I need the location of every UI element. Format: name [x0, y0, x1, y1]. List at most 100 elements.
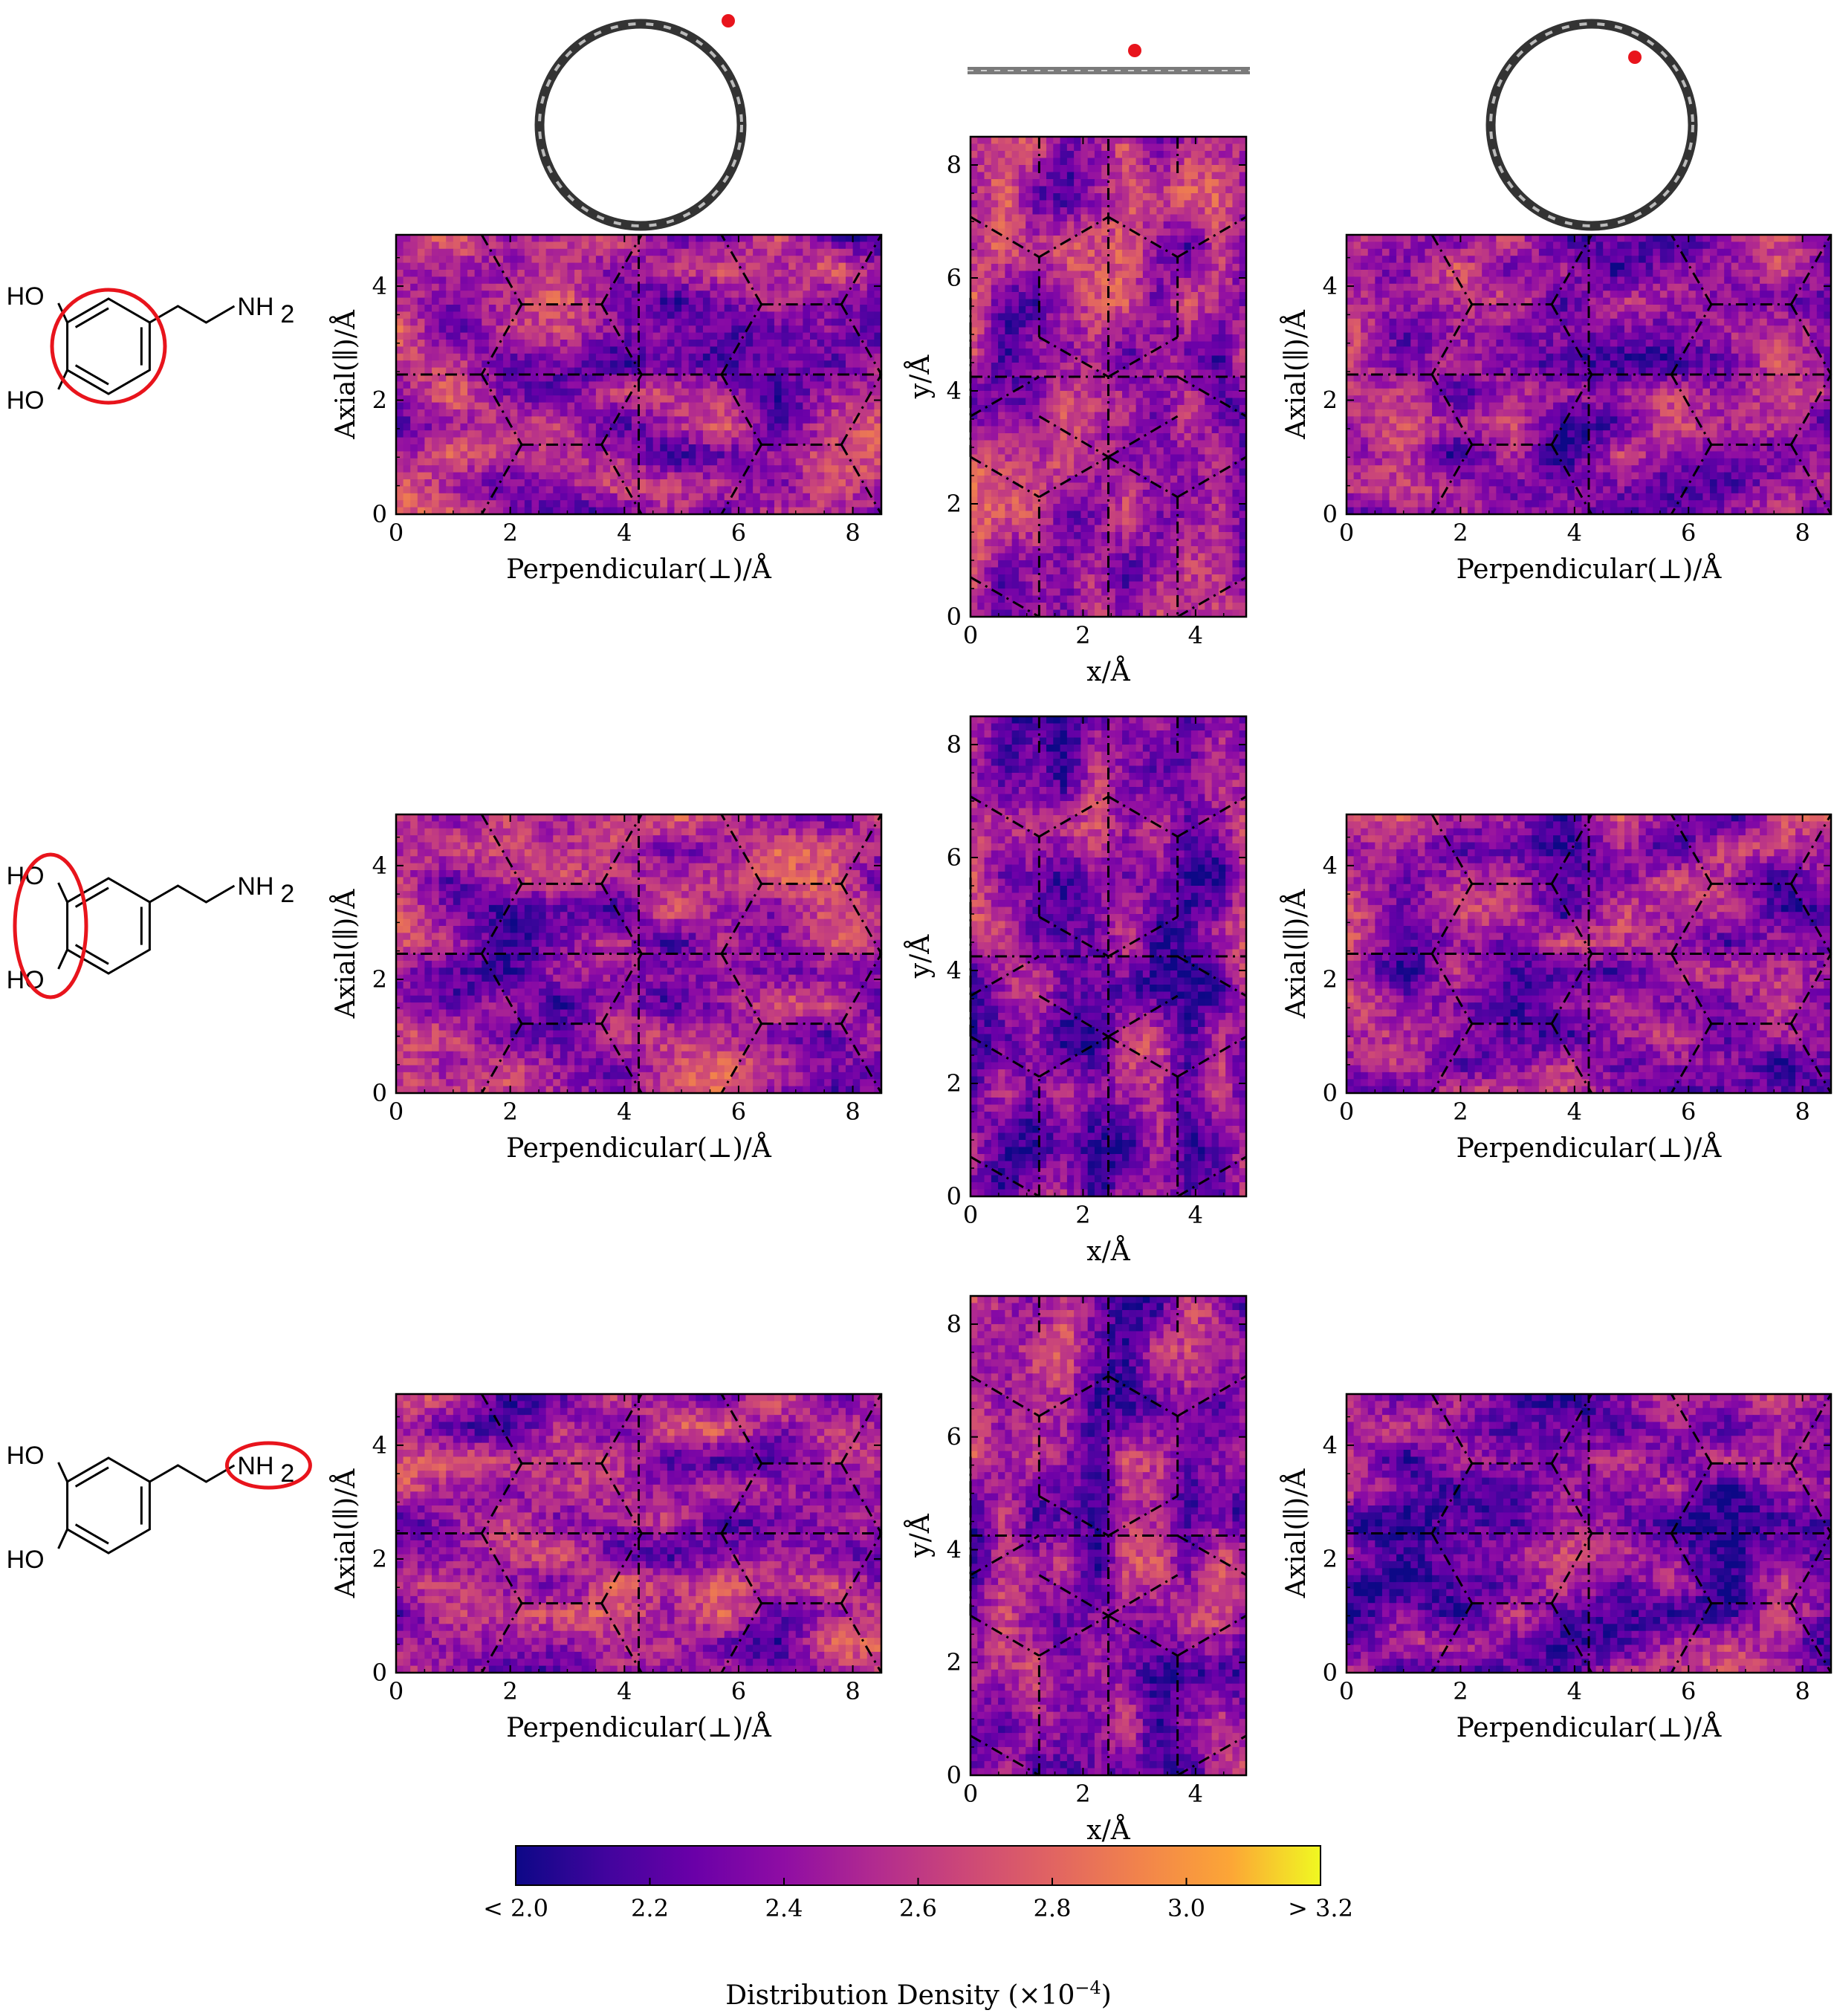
- heatmap-cell: [767, 311, 774, 319]
- heatmap-cell: [703, 256, 710, 263]
- heatmap-cell: [867, 305, 875, 312]
- heatmap-cell: [832, 291, 839, 298]
- heatmap-cell: [774, 346, 782, 354]
- heatmap-cell: [746, 263, 754, 270]
- heatmap-cell: [511, 291, 518, 298]
- heatmap-cell: [838, 256, 846, 263]
- heatmap-cell: [667, 235, 675, 242]
- heatmap-cell: [439, 298, 447, 305]
- heatmap-cell: [539, 249, 546, 256]
- heatmap-cell: [489, 360, 496, 368]
- heatmap-cell: [539, 263, 546, 270]
- heatmap-cell: [560, 333, 568, 340]
- heatmap-cell: [681, 284, 689, 291]
- heatmap-cell: [675, 311, 682, 319]
- heatmap-cell: [525, 284, 532, 291]
- heatmap-cell: [675, 242, 682, 249]
- heatmap-cell: [832, 263, 839, 270]
- heatmap-cell: [624, 305, 632, 312]
- heatmap-cell: [511, 360, 518, 368]
- heatmap-cell: [503, 291, 511, 298]
- heatmap-cell: [774, 235, 782, 242]
- heatmap-cell: [796, 305, 803, 312]
- heatmap-cell: [546, 256, 554, 263]
- heatmap-cell: [767, 235, 774, 242]
- heatmap-cell: [782, 284, 789, 291]
- heatmap-cell: [838, 360, 846, 368]
- heatmap-cell: [774, 276, 782, 284]
- heatmap-cell: [511, 249, 518, 256]
- heatmap-cell: [567, 305, 574, 312]
- heatmap-cell: [753, 325, 760, 333]
- heatmap-cell: [574, 263, 582, 270]
- heatmap-cell: [574, 235, 582, 242]
- heatmap-cell: [424, 256, 432, 263]
- heatmap-cell: [596, 311, 603, 319]
- heatmap-cell: [596, 319, 603, 326]
- heatmap-cell: [439, 311, 447, 319]
- heatmap-cell: [803, 242, 810, 249]
- heatmap-cell: [681, 346, 689, 354]
- heatmap-cell: [404, 242, 411, 249]
- heatmap-cell: [553, 284, 560, 291]
- heatmap-cell: [582, 319, 589, 326]
- heatmap-cell: [731, 319, 739, 326]
- heatmap-cell: [817, 249, 825, 256]
- heatmap-cell: [739, 235, 746, 242]
- heatmap-cell: [646, 319, 653, 326]
- heatmap-cell: [810, 354, 817, 361]
- heatmap-cell: [503, 263, 511, 270]
- heatmap-cell: [838, 325, 846, 333]
- heatmap-cell: [475, 276, 482, 284]
- heatmap-cell: [796, 235, 803, 242]
- heatmap-cell: [860, 270, 867, 277]
- heatmap-cell: [796, 340, 803, 347]
- heatmap-cell: [753, 333, 760, 340]
- heatmap-cell: [525, 311, 532, 319]
- aromatic-bond: [76, 366, 108, 385]
- heatmap-cell: [482, 284, 489, 291]
- heatmap-cell: [404, 298, 411, 305]
- heatmap-cell: [767, 319, 774, 326]
- heatmap-cell: [618, 242, 625, 249]
- heatmap-cell: [453, 311, 461, 319]
- heatmap-cell: [460, 311, 467, 319]
- heatmap-cell: [838, 319, 846, 326]
- heatmap-cell: [796, 311, 803, 319]
- heatmap-cell: [753, 263, 760, 270]
- heatmap-cell: [832, 354, 839, 361]
- heatmap-cell: [803, 263, 810, 270]
- heatmap-cell: [782, 242, 789, 249]
- heatmap-cell: [589, 276, 596, 284]
- heatmap-cell: [731, 354, 739, 361]
- heatmap-cell: [731, 298, 739, 305]
- heatmap-cell: [582, 333, 589, 340]
- heatmap-cell: [410, 325, 418, 333]
- heatmap-cell: [610, 291, 618, 298]
- heatmap-cell: [838, 270, 846, 277]
- heatmap-cell: [803, 346, 810, 354]
- heatmap-cell: [746, 305, 754, 312]
- heatmap-cell: [838, 284, 846, 291]
- heatmap-cell: [560, 354, 568, 361]
- heatmap-cell: [753, 235, 760, 242]
- heatmap-cell: [717, 346, 725, 354]
- heatmap-cell: [646, 242, 653, 249]
- heatmap-cell: [689, 354, 696, 361]
- heatmap-cell: [681, 242, 689, 249]
- heatmap-cell: [511, 346, 518, 354]
- heatmap-cell: [467, 311, 475, 319]
- heatmap-cell: [618, 311, 625, 319]
- heatmap-cell: [503, 346, 511, 354]
- heatmap-cell: [710, 340, 718, 347]
- heatmap-cell: [653, 270, 661, 277]
- heatmap-cell: [553, 291, 560, 298]
- heatmap-cell: [567, 256, 574, 263]
- heatmap-cell: [767, 325, 774, 333]
- heatmap-cell: [589, 249, 596, 256]
- heatmap-cell: [681, 360, 689, 368]
- heatmap-cell: [753, 354, 760, 361]
- heatmap-cell: [531, 354, 539, 361]
- heatmap-cell: [817, 354, 825, 361]
- heatmap-cell: [496, 333, 503, 340]
